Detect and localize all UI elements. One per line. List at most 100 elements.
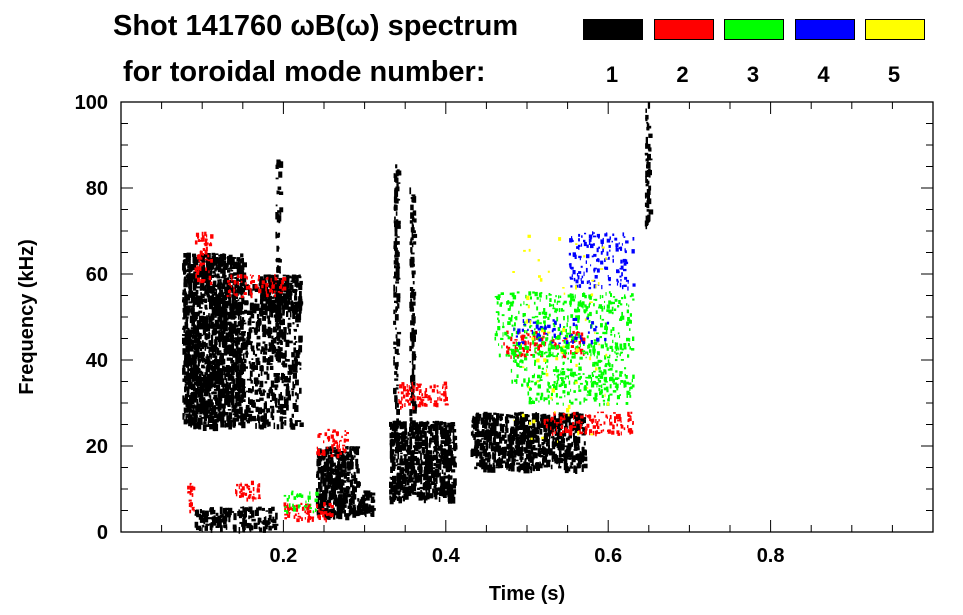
spectral-mark-mode-1 — [293, 342, 296, 346]
spectral-mark-mode-1 — [188, 268, 191, 275]
spectral-mark-mode-1 — [410, 247, 413, 253]
spectral-mark-mode-1 — [394, 216, 396, 221]
spectral-mark-mode-1 — [533, 465, 538, 469]
spectral-mark-mode-1 — [340, 469, 346, 473]
spectral-mark-mode-1 — [186, 354, 191, 361]
spectral-mark-mode-1 — [223, 328, 226, 335]
spectral-mark-mode-1 — [502, 460, 506, 464]
spectral-mark-mode-1 — [239, 402, 242, 407]
spectral-mark-mode-1 — [395, 251, 400, 257]
spectral-mark-mode-1 — [204, 284, 207, 291]
spectral-mark-mode-1 — [333, 501, 336, 505]
spectral-mark-mode-1 — [409, 345, 413, 352]
spectral-mark-mode-1 — [317, 493, 322, 501]
spectral-mark-mode-1 — [188, 339, 193, 345]
spectral-mark-mode-1 — [524, 424, 529, 428]
spectral-mark-mode-1 — [435, 421, 439, 424]
spectral-mark-mode-1 — [193, 415, 198, 421]
spectral-mark-mode-1 — [185, 415, 187, 420]
spectral-mark-mode-1 — [452, 457, 456, 464]
spectral-mark-mode-1 — [390, 477, 394, 480]
spectral-mark-mode-1 — [492, 419, 496, 426]
spectral-mark-mode-1 — [268, 514, 272, 521]
spectral-mark-mode-1 — [274, 386, 278, 391]
spectral-mark-mode-1 — [578, 455, 583, 457]
spectral-mark-mode-1 — [220, 253, 225, 261]
spectral-mark-mode-1 — [274, 304, 277, 308]
spectral-mark-mode-1 — [214, 376, 217, 384]
spectral-mark-mode-1 — [332, 469, 336, 472]
spectral-mark-mode-1 — [252, 386, 254, 392]
spectral-mark-mode-1 — [520, 454, 523, 463]
spectral-mark-mode-1 — [206, 523, 210, 526]
spectral-mark-mode-2 — [194, 240, 198, 245]
spectral-mark-mode-1 — [230, 318, 236, 320]
spectral-mark-mode-1 — [269, 387, 272, 393]
spectral-mark-mode-1 — [532, 425, 536, 428]
spectral-mark-mode-1 — [567, 467, 571, 472]
spectral-mark-mode-1 — [576, 453, 581, 459]
spectral-mark-mode-1 — [282, 352, 287, 359]
spectral-mark-mode-1 — [409, 471, 412, 477]
spectral-mark-mode-1 — [343, 488, 347, 493]
spectral-mark-mode-1 — [446, 434, 451, 442]
spectral-mark-mode-1 — [393, 204, 397, 211]
spectral-mark-mode-1 — [424, 443, 427, 450]
spectral-mark-mode-1 — [291, 388, 295, 391]
spectral-mark-mode-1 — [349, 500, 353, 506]
spectral-mark-mode-1 — [407, 447, 411, 454]
spectral-mark-mode-1 — [527, 414, 530, 418]
spectral-mark-mode-1 — [230, 339, 233, 343]
spectral-mark-mode-1 — [243, 353, 245, 361]
spectral-mark-mode-1 — [267, 294, 271, 300]
spectral-mark-mode-1 — [579, 462, 581, 468]
spectral-mark-mode-1 — [410, 252, 415, 255]
spectral-mark-mode-1 — [280, 422, 284, 430]
spectral-mark-mode-1 — [286, 300, 289, 308]
spectral-mark-mode-2 — [317, 514, 321, 519]
spectral-mark-mode-1 — [473, 418, 478, 421]
spectral-mark-mode-1 — [448, 474, 450, 478]
spectral-mark-mode-1 — [201, 346, 204, 350]
spectral-mark-mode-1 — [280, 352, 283, 359]
spectral-mark-mode-1 — [413, 481, 417, 487]
spectral-mark-mode-1 — [192, 294, 194, 299]
spectral-mark-mode-1 — [479, 459, 482, 467]
spectral-mark-mode-1 — [203, 374, 205, 381]
spectral-mark-mode-1 — [292, 369, 297, 373]
spectral-mark-mode-1 — [285, 398, 288, 401]
spectral-mark-mode-1 — [216, 275, 221, 279]
spectral-mark-mode-1 — [191, 393, 196, 401]
spectral-mark-mode-2 — [398, 399, 400, 404]
spectral-mark-mode-1 — [229, 285, 233, 292]
spectral-mark-mode-1 — [394, 272, 397, 276]
spectral-mark-mode-1 — [182, 269, 188, 272]
spectral-mark-mode-2 — [333, 443, 336, 446]
spectral-mark-mode-2 — [342, 447, 345, 451]
spectral-mark-mode-1 — [186, 395, 190, 398]
spectral-mark-mode-1 — [210, 321, 214, 329]
spectral-mark-mode-1 — [396, 182, 401, 184]
spectral-mark-mode-1 — [230, 397, 232, 403]
spectral-mark-mode-1 — [399, 488, 402, 492]
spectral-mark-mode-1 — [541, 449, 544, 454]
spectral-mark-mode-1 — [196, 337, 200, 345]
spectral-mark-mode-1 — [197, 331, 200, 339]
spectral-mark-mode-1 — [520, 426, 524, 428]
spectral-mark-mode-1 — [245, 390, 250, 393]
spectral-mark-mode-1 — [535, 416, 540, 422]
spectral-mark-mode-2 — [258, 275, 260, 278]
spectral-mark-mode-1 — [537, 421, 540, 425]
spectral-mark-mode-1 — [647, 156, 650, 159]
spectral-mark-mode-1 — [200, 417, 205, 419]
spectral-mark-mode-1 — [430, 472, 434, 479]
spectral-mark-mode-1 — [233, 299, 235, 307]
spectral-mark-mode-1 — [358, 501, 362, 507]
spectral-mark-mode-1 — [407, 462, 411, 469]
spectral-mark-mode-1 — [342, 462, 347, 469]
spectral-mark-mode-1 — [577, 436, 580, 444]
spectral-mark-mode-1 — [396, 223, 401, 228]
spectral-mark-mode-1 — [188, 276, 191, 284]
spectral-mark-mode-1 — [394, 229, 398, 237]
spectral-mark-mode-1 — [237, 268, 241, 273]
